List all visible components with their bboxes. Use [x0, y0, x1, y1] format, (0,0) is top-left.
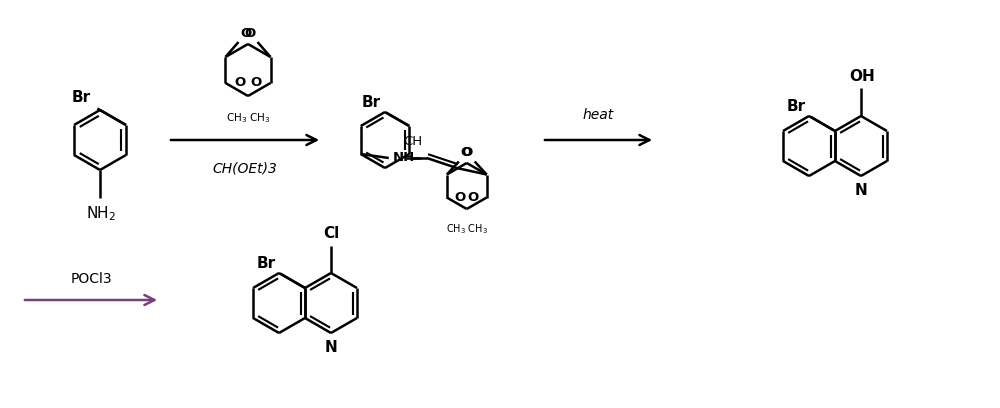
- Text: N: N: [325, 340, 337, 355]
- Text: Br: Br: [71, 89, 90, 104]
- Text: N: N: [855, 183, 867, 198]
- Text: CH$_3$ CH$_3$: CH$_3$ CH$_3$: [226, 111, 270, 125]
- Text: OH: OH: [849, 69, 875, 84]
- Text: O: O: [234, 77, 246, 89]
- Text: heat: heat: [583, 108, 614, 122]
- Text: CH$_3$ CH$_3$: CH$_3$ CH$_3$: [446, 222, 488, 236]
- Text: O: O: [467, 191, 479, 204]
- Text: O: O: [461, 146, 472, 160]
- Text: CH: CH: [404, 135, 423, 148]
- Text: O: O: [240, 27, 252, 40]
- Text: Br: Br: [361, 95, 380, 110]
- Text: O: O: [250, 77, 262, 89]
- Text: O: O: [455, 191, 466, 204]
- Text: O: O: [244, 27, 256, 40]
- Text: Br: Br: [257, 256, 276, 271]
- Text: Cl: Cl: [323, 226, 339, 241]
- Text: O: O: [461, 146, 473, 160]
- Text: NH: NH: [393, 151, 415, 164]
- Text: Br: Br: [787, 99, 806, 114]
- Text: CH(OEt)3: CH(OEt)3: [213, 162, 277, 176]
- Text: POCl3: POCl3: [70, 272, 112, 286]
- Text: NH$_2$: NH$_2$: [86, 204, 116, 223]
